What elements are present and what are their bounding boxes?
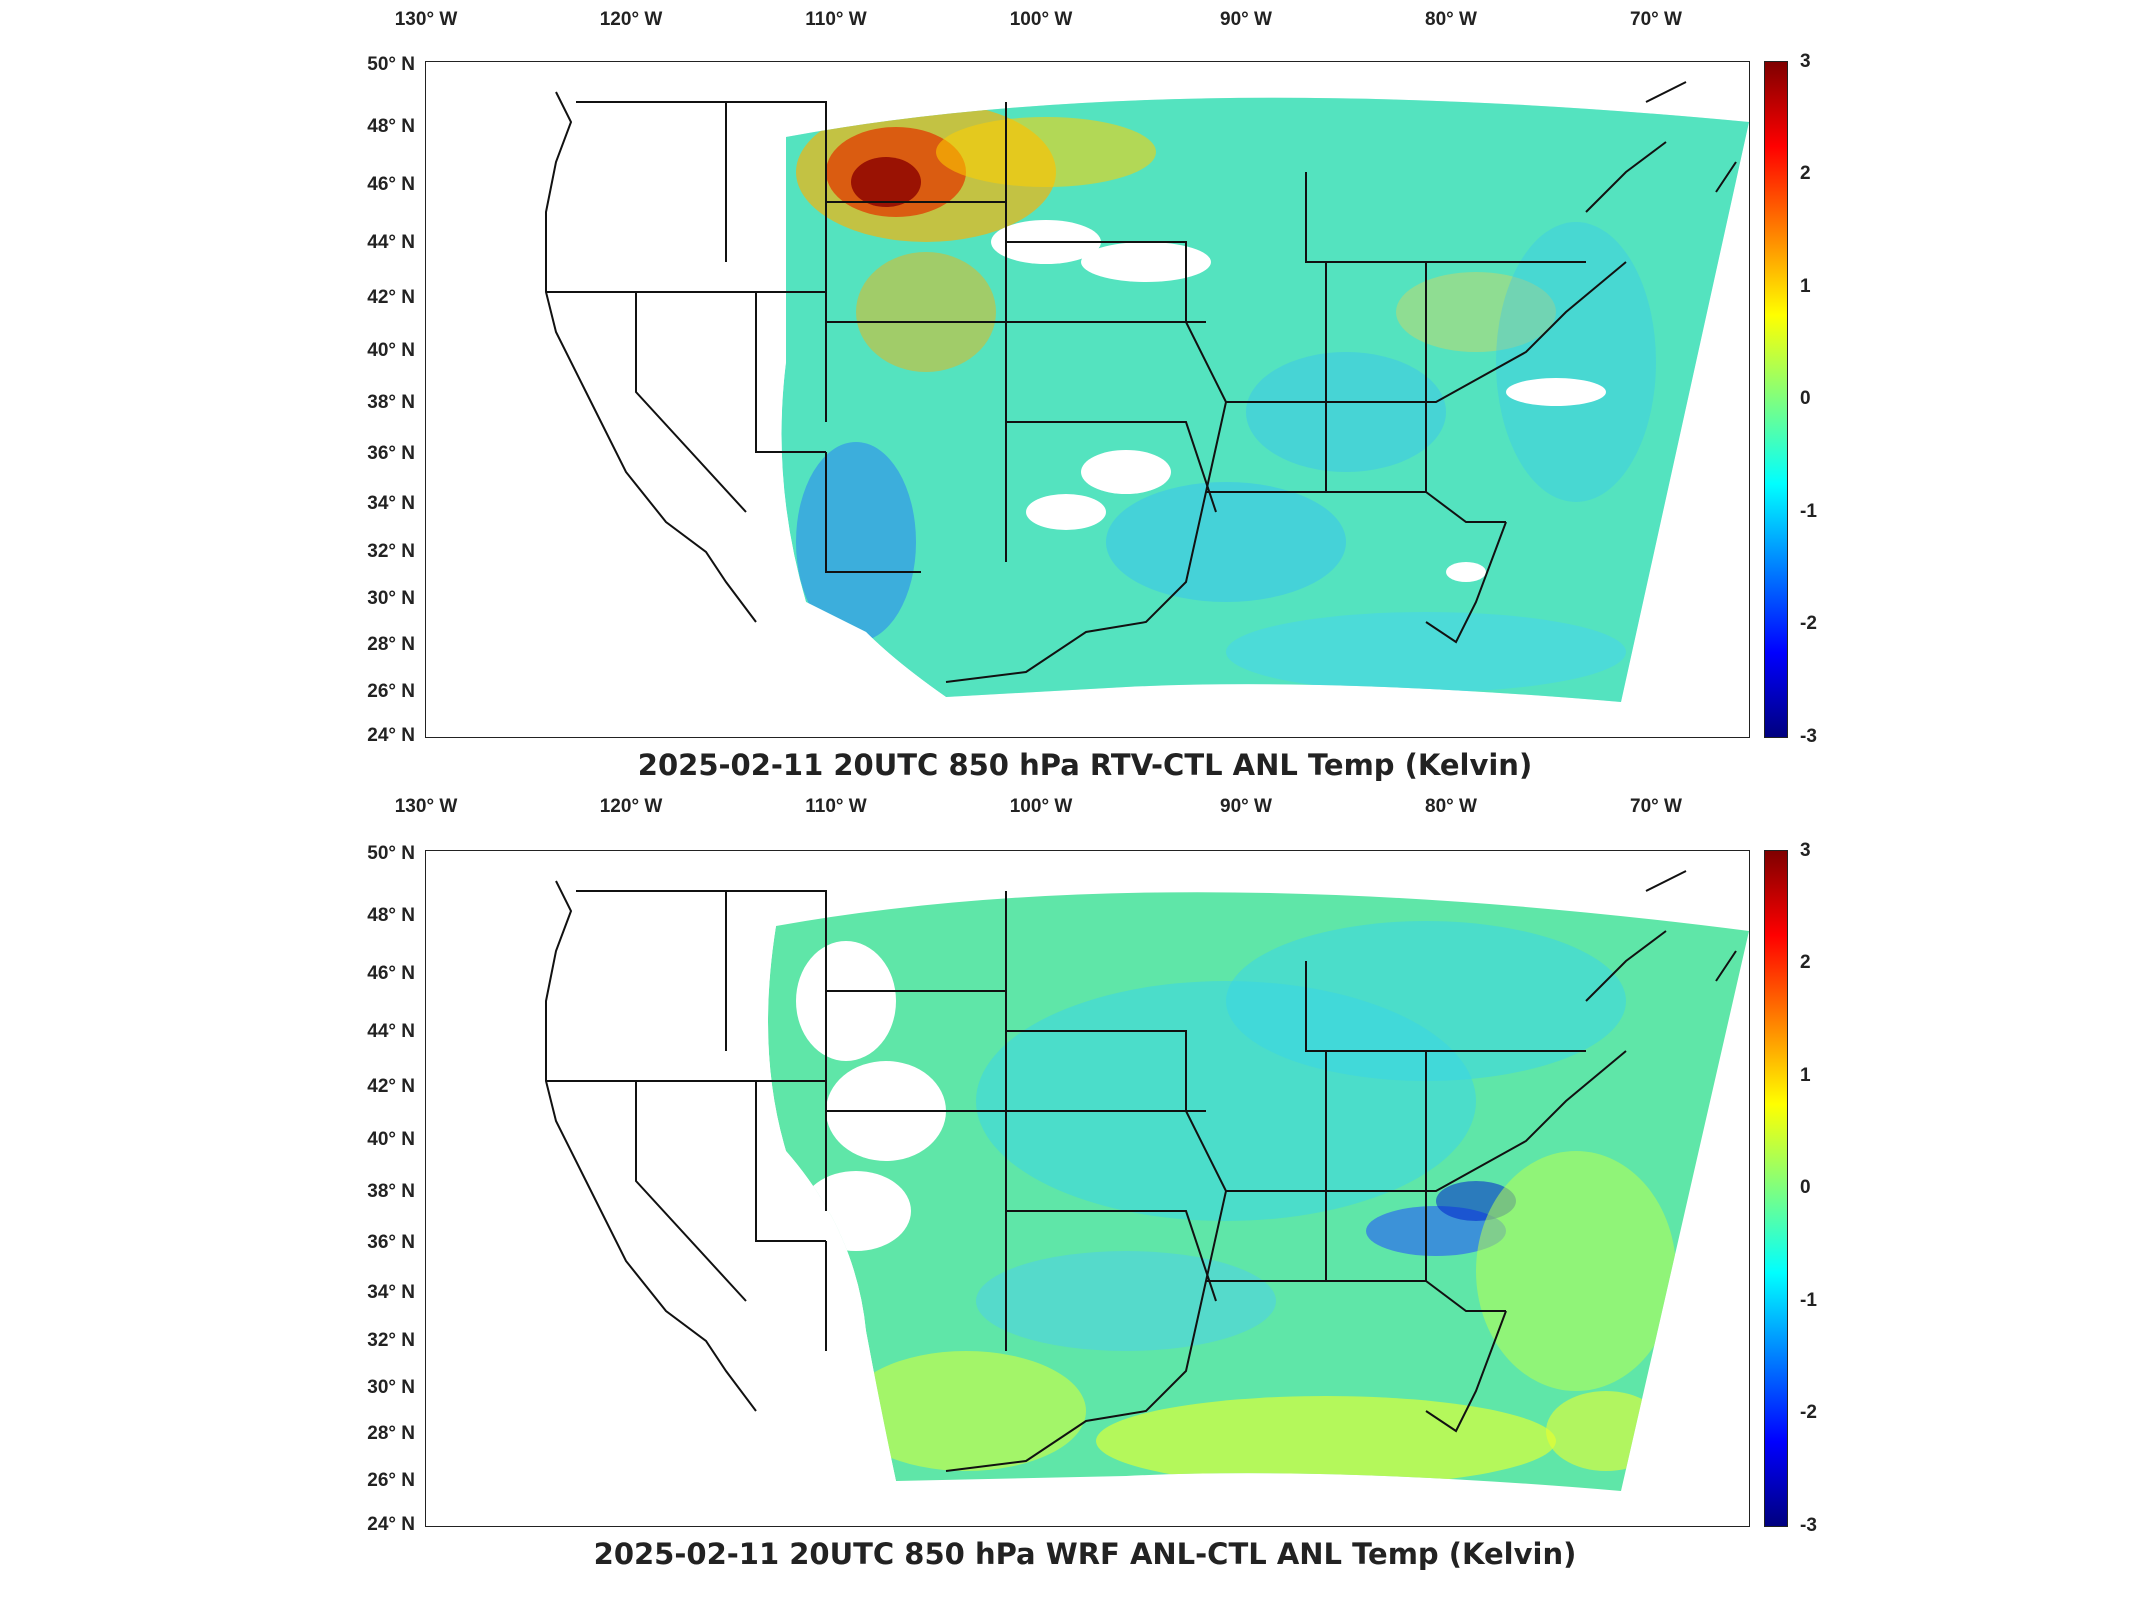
- colorbar-tick-label: 0: [1800, 388, 1811, 409]
- colorbar-tick-label: 1: [1800, 1065, 1811, 1086]
- lat-label: 32° N: [367, 1330, 415, 1351]
- lon-label: 130° W: [394, 796, 458, 817]
- lat-label: 32° N: [367, 541, 415, 562]
- lat-label: 38° N: [367, 392, 415, 413]
- lat-label: 28° N: [367, 1423, 415, 1444]
- lon-label: 100° W: [1009, 796, 1073, 817]
- lon-label: 90° W: [1220, 9, 1272, 30]
- colorbar-tick-label: -1: [1800, 501, 1817, 522]
- lat-label: 26° N: [367, 1470, 415, 1491]
- map-svg-wrf: [426, 851, 1749, 1526]
- lat-label: 30° N: [367, 588, 415, 609]
- lat-label: 26° N: [367, 681, 415, 702]
- lon-label: 110° W: [805, 796, 867, 817]
- colorbar-tick-label: -1: [1800, 1290, 1817, 1311]
- lat-label: 40° N: [367, 340, 415, 361]
- colorbar-tick-label: 2: [1800, 163, 1811, 184]
- lat-label: 30° N: [367, 1377, 415, 1398]
- lat-label: 44° N: [367, 232, 415, 253]
- colorbar: [1764, 61, 1788, 738]
- colorbar-tick-label: -2: [1800, 1402, 1817, 1423]
- lat-label: 46° N: [367, 963, 415, 984]
- lat-label: 42° N: [367, 1076, 415, 1097]
- colorbar-tick-label: 1: [1800, 276, 1811, 297]
- colorbar-tick-label: 3: [1800, 840, 1811, 861]
- lon-label: 130° W: [394, 9, 458, 30]
- colorbar-tick-label: -3: [1800, 1515, 1817, 1536]
- map-svg-rtv: [426, 62, 1749, 737]
- lat-label: 24° N: [367, 725, 415, 746]
- lon-label: 70° W: [1630, 9, 1682, 30]
- colorbar-tick-label: 2: [1800, 952, 1811, 973]
- lat-label: 24° N: [367, 1514, 415, 1535]
- lat-label: 34° N: [367, 493, 415, 514]
- lat-label: 50° N: [367, 54, 415, 75]
- colorbar-tick-label: 0: [1800, 1177, 1811, 1198]
- lon-label: 80° W: [1425, 796, 1477, 817]
- colorbar: [1764, 850, 1788, 1527]
- lon-label: 120° W: [599, 9, 663, 30]
- lat-label: 36° N: [367, 443, 415, 464]
- lat-label: 50° N: [367, 843, 415, 864]
- lon-label: 110° W: [805, 9, 867, 30]
- panel-title: 2025-02-11 20UTC 850 hPa WRF ANL-CTL ANL…: [593, 1537, 1577, 1571]
- lat-label: 48° N: [367, 905, 415, 926]
- lat-label: 28° N: [367, 634, 415, 655]
- lat-label: 44° N: [367, 1021, 415, 1042]
- lon-label: 90° W: [1220, 796, 1272, 817]
- colorbar-tick-label: -3: [1800, 726, 1817, 747]
- lon-label: 120° W: [599, 796, 663, 817]
- map-frame-wrf: [425, 850, 1750, 1527]
- lat-label: 40° N: [367, 1129, 415, 1150]
- lat-label: 42° N: [367, 287, 415, 308]
- lat-label: 34° N: [367, 1282, 415, 1303]
- panel-title: 2025-02-11 20UTC 850 hPa RTV-CTL ANL Tem…: [637, 748, 1533, 782]
- lon-label: 70° W: [1630, 796, 1682, 817]
- lon-label: 80° W: [1425, 9, 1477, 30]
- lat-label: 38° N: [367, 1181, 415, 1202]
- lon-label: 100° W: [1009, 9, 1073, 30]
- lat-label: 46° N: [367, 174, 415, 195]
- lat-label: 48° N: [367, 116, 415, 137]
- lat-label: 36° N: [367, 1232, 415, 1253]
- colorbar-tick-label: -2: [1800, 613, 1817, 634]
- map-frame-rtv: [425, 61, 1750, 738]
- colorbar-tick-label: 3: [1800, 51, 1811, 72]
